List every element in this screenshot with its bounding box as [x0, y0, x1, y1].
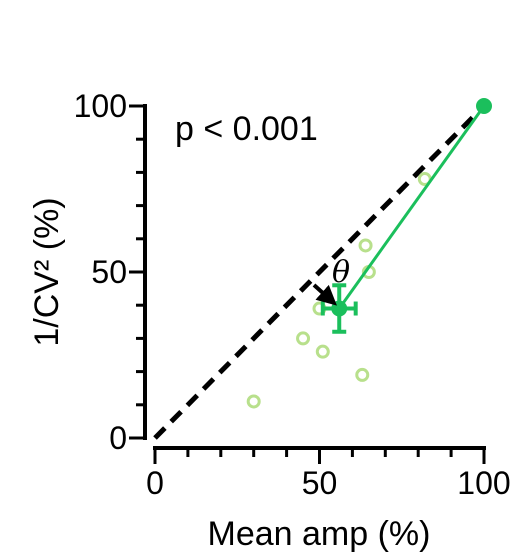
mean-point-2	[476, 98, 492, 114]
mean-series-line	[338, 105, 486, 310]
x-axis-label: Mean amp (%)	[208, 515, 431, 553]
y-axis-label: 1/CV² (%)	[28, 197, 66, 346]
p-value-annotation: p < 0.001	[175, 110, 318, 148]
individual-point-5	[355, 367, 370, 382]
y-tick-label-100: 100	[74, 88, 127, 124]
x-tick-label-50: 50	[302, 465, 338, 501]
individual-point-4	[315, 344, 330, 359]
unity-line	[153, 104, 486, 440]
individual-point-2	[296, 331, 311, 346]
y-tick-label-50: 50	[91, 254, 127, 290]
theta-arrow	[312, 283, 337, 306]
x-tick-label-0: 0	[146, 465, 164, 501]
axes: 0 50 100 0 50 100	[74, 88, 511, 501]
plot-area	[153, 98, 492, 440]
individual-point-1	[246, 394, 261, 409]
x-tick-label-100: 100	[457, 465, 510, 501]
individual-point-6	[358, 238, 373, 253]
y-tick-label-0: 0	[109, 420, 127, 456]
theta-label: θ	[332, 255, 350, 290]
